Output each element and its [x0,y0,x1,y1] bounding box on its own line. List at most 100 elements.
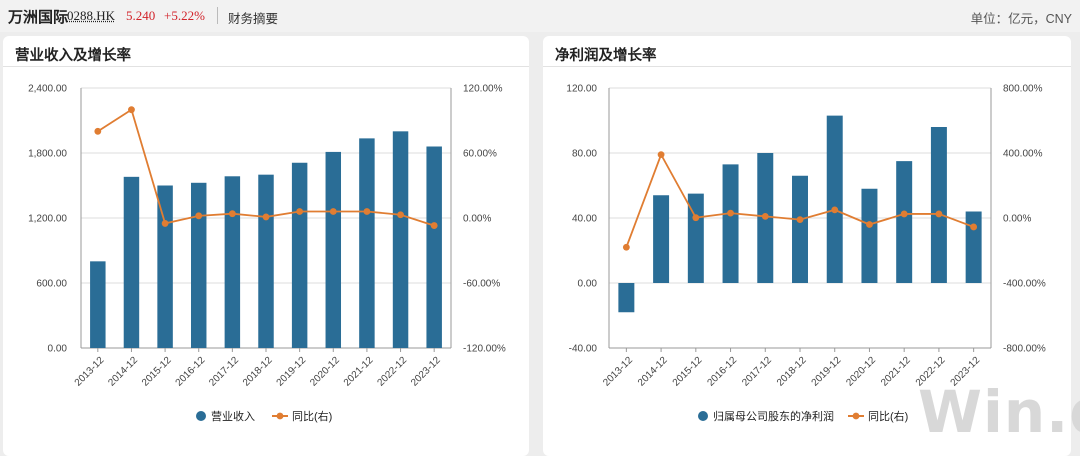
bar [325,151,342,348]
growth-point [228,210,236,218]
growth-point [796,216,804,224]
bar [123,176,140,348]
right-axis-tick-label: -800.00% [1003,344,1046,355]
growth-point [866,221,873,228]
growth-point [970,223,978,231]
legend-bar-marker [698,411,708,421]
right-axis-tick-label: 0.00% [1003,214,1031,225]
profit-panel: 净利润及增长率 -40.00 -800.00% 0.00 -400.00% 40.00 0… [543,36,1071,456]
x-axis-tick-label: 2018-12 [241,355,275,389]
revenue-chart: 0.00 -120.00% 600.00 -60.00% 1,200.00 0.00% 1,… [28,84,506,424]
panel-title: 营业收入及增长率 [15,48,131,64]
x-axis-tick-label: 2015-12 [671,355,705,389]
bar [896,161,913,283]
right-axis-tick-label: 0.00% [463,214,491,225]
growth-point [831,206,839,214]
bar [792,175,808,283]
panel-divider [3,66,529,67]
header-divider [217,7,218,24]
x-axis-tick-label: 2013-12 [73,355,107,389]
x-axis-tick-label: 2020-12 [844,355,878,389]
bar [965,211,982,283]
right-axis-tick-label: -120.00% [463,344,506,355]
right-axis-tick-label: -60.00% [463,279,500,290]
bar [826,115,843,283]
growth-point [727,209,734,217]
bar [258,174,274,348]
price-change: +5.22% [164,8,205,23]
stock-price: 5.240 [126,8,156,23]
right-axis-tick-label: 60.00% [463,149,497,160]
growth-point [161,220,169,227]
growth-point [761,212,769,220]
growth-point [363,208,371,215]
x-axis-tick-label: 2015-12 [140,355,174,389]
profit-chart: -40.00 -800.00% 0.00 -400.00% 40.00 0.00% 80.0… [566,84,1046,424]
unit-label: 单位：亿元，CNY [970,12,1072,26]
panel-divider [543,66,1071,67]
revenue-panel: 营业收入及增长率 0.00 -120.00% 600.00 -60.00% 1,200.… [3,36,529,456]
stock-code-link[interactable]: 0288.HK [67,8,116,23]
bar [722,164,739,283]
left-axis-tick-label: 1,800.00 [28,149,67,160]
right-axis-tick-label: 400.00% [1003,149,1043,160]
bar [930,127,947,283]
bar [291,162,308,348]
legend-label: 营业收入 [211,409,255,423]
watermark-logo: Win.d [918,378,1080,446]
left-axis-tick-label: -40.00 [569,344,598,355]
growth-point [329,208,337,215]
legend-line-dot [276,412,284,420]
x-axis-tick-label: 2018-12 [775,355,809,389]
growth-point [657,151,665,159]
growth-point [296,208,304,215]
x-axis-tick-label: 2016-12 [174,355,208,389]
growth-point [430,222,438,229]
growth-point [935,210,943,218]
bar [90,261,106,348]
tab-financial-summary[interactable]: 财务摘要 [228,12,279,26]
left-axis-tick-label: 80.00 [572,149,597,160]
growth-point [94,127,102,135]
x-axis-tick-label: 2019-12 [275,355,309,389]
left-axis-tick-label: 2,400.00 [28,84,67,95]
right-axis-tick-label: -400.00% [1003,279,1046,290]
bar [687,193,704,283]
bar [426,146,442,348]
growth-point [128,106,135,114]
legend-label: 归属母公司股东的净利润 [713,409,834,423]
growth-point [692,214,700,222]
left-axis-tick-label: 120.00 [566,84,597,95]
bar [392,131,409,348]
right-axis-tick-label: 800.00% [1003,84,1043,95]
bar [618,283,635,313]
legend-line-dot [852,412,860,420]
x-axis-tick-label: 2014-12 [636,355,670,389]
growth-point [622,243,630,251]
x-axis-tick-label: 2021-12 [342,355,376,389]
legend-label: 同比(右) [292,409,332,423]
x-axis-tick-label: 2017-12 [740,355,774,389]
panel-title: 净利润及增长率 [555,48,657,64]
growth-point [262,213,270,221]
x-axis-tick-label: 2013-12 [601,355,635,389]
growth-point [195,212,203,220]
left-axis-tick-label: 1,200.00 [28,214,67,225]
legend-label: 同比(右) [868,409,908,423]
top-bar: 万洲国际 0288.HK 5.240 +5.22% 财务摘要 单位：亿元，CNY [0,0,1080,32]
x-axis-tick-label: 2014-12 [106,355,140,389]
x-axis-tick-label: 2020-12 [308,355,342,389]
growth-point [397,211,404,219]
bar [224,176,241,348]
x-axis-tick-label: 2016-12 [705,355,739,389]
left-axis-tick-label: 40.00 [572,214,597,225]
left-axis-tick-label: 0.00 [48,344,68,355]
x-axis-tick-label: 2023-12 [409,355,443,389]
legend-bar-marker [196,411,206,421]
left-axis-tick-label: 0.00 [578,279,598,290]
bar [157,185,173,348]
x-axis-tick-label: 2019-12 [810,355,844,389]
bar [190,182,207,348]
bar [861,188,878,283]
right-axis-tick-label: 120.00% [463,84,503,95]
